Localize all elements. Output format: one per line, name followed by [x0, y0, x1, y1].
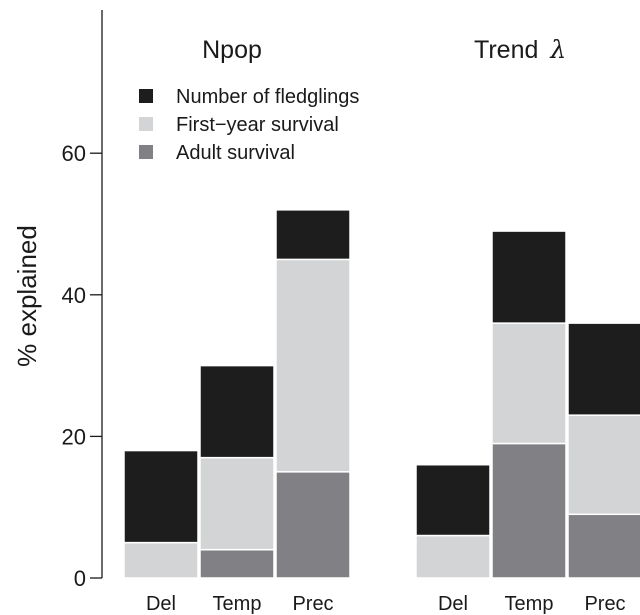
- bar-segment: [123, 449, 199, 544]
- legend-swatch: [139, 117, 153, 131]
- panel-title: Trend λ: [474, 35, 566, 64]
- bar-segment: [567, 322, 640, 416]
- bar-segment: [199, 548, 275, 579]
- y-ticks: 0 20 40 60: [62, 141, 102, 591]
- legend-swatch: [139, 89, 153, 103]
- x-category-labels: Del Temp Prec Del Temp Prec: [146, 593, 626, 615]
- bar-segment: [275, 471, 351, 579]
- bar-segment: [491, 322, 567, 445]
- lambda-symbol: λ: [549, 35, 566, 64]
- x-category-label: Prec: [584, 593, 625, 615]
- bar-segment: [567, 513, 640, 579]
- bar-segment: [415, 534, 491, 579]
- y-tick-label: 60: [62, 141, 86, 166]
- bar-segment: [491, 442, 567, 579]
- bar-segment: [199, 364, 275, 459]
- x-category-label: Temp: [505, 593, 554, 615]
- x-category-label: Del: [146, 593, 176, 615]
- x-category-label: Temp: [213, 593, 262, 615]
- bar-segment: [275, 258, 351, 473]
- bar-segment: [415, 463, 491, 537]
- x-category-label: Prec: [292, 593, 333, 615]
- legend: Number of fledglings First−year survival A…: [139, 86, 359, 164]
- legend-label: Number of fledglings: [176, 86, 359, 108]
- legend-label: Adult survival: [176, 142, 295, 164]
- panel-titles: Npop Trend λ: [202, 35, 566, 64]
- bar-segment: [567, 414, 640, 516]
- y-tick-label: 20: [62, 424, 86, 449]
- bar-segment: [491, 230, 567, 324]
- legend-swatch: [139, 145, 153, 159]
- bar-segment: [199, 456, 275, 551]
- panel-title: Npop: [202, 36, 262, 64]
- x-category-label: Del: [438, 593, 468, 615]
- y-tick-label: 40: [62, 283, 86, 308]
- bars: [123, 209, 640, 579]
- bar-segment: [275, 209, 351, 261]
- bar-segment: [123, 541, 199, 579]
- y-tick-label: 0: [74, 566, 86, 591]
- legend-label: First−year survival: [176, 114, 339, 136]
- y-axis-label: % explained: [12, 225, 42, 367]
